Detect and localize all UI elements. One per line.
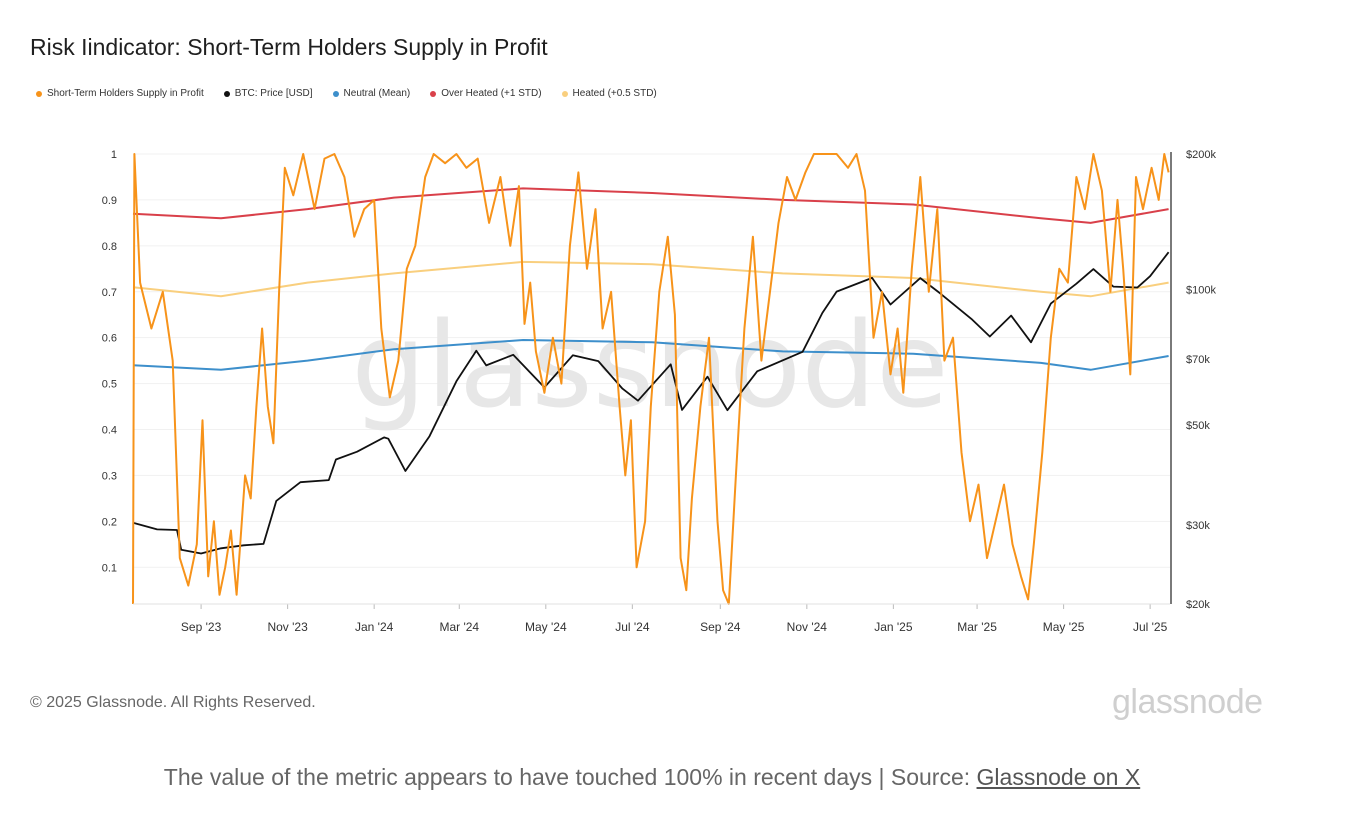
legend-item-neutral-mean[interactable]: Neutral (Mean) [332, 88, 411, 99]
legend-item-heated[interactable]: Heated (+0.5 STD) [561, 88, 657, 99]
y-right-tick-label: $200k [1186, 149, 1216, 161]
legend-label: Short-Term Holders Supply in Profit [47, 88, 204, 99]
source-link[interactable]: Glassnode on X [976, 764, 1141, 790]
y-left-tick-label: 0.3 [102, 470, 117, 482]
x-tick-label: Jan '25 [874, 620, 913, 634]
series-line-neutral-mean [132, 339, 1169, 371]
y-right-tick-label: $30k [1186, 520, 1210, 532]
series-line-btc-price [132, 251, 1170, 555]
series-line-sth-supply-in-profit [132, 153, 1170, 605]
y-left-tick-label: 0.1 [102, 562, 117, 574]
chart-series-layer [132, 153, 1170, 605]
chart-axes: 0.1 0.2 0.3 0.4 0.5 0.6 0.7 0.8 0.9 1 $20k $30k $50k… [102, 149, 1217, 634]
copyright-text: © 2025 Glassnode. All Rights Reserved. [30, 694, 316, 711]
legend-dot-icon [561, 90, 568, 97]
x-tick-label: Jul '25 [1133, 620, 1168, 634]
x-tick-label: May '24 [525, 620, 567, 634]
y-left-tick-label: 1 [111, 149, 117, 161]
caption-text: The value of the metric appears to have … [163, 764, 977, 790]
legend-dot-icon [332, 90, 339, 97]
legend-dot-icon [223, 90, 230, 97]
y-left-tick-label: 0.9 [102, 195, 117, 207]
x-tick-label: Sep '23 [181, 620, 222, 634]
legend-dot-icon [430, 90, 437, 97]
x-tick-label: Mar '24 [439, 620, 479, 634]
series-line-over-heated [132, 187, 1169, 224]
y-left-tick-label: 0.5 [102, 379, 117, 391]
legend-label: Neutral (Mean) [343, 88, 411, 99]
legend-label: BTC: Price [USD] [234, 88, 313, 99]
y-left-tick-label: 0.6 [102, 333, 117, 345]
x-tick-label: Nov '24 [787, 620, 828, 634]
y-left-tick-label: 0.2 [102, 516, 117, 528]
x-tick-label: Nov '23 [267, 620, 308, 634]
glassnode-logo: glassnode [1112, 683, 1263, 721]
chart-title: Risk Iindicator: Short-Term Holders Supp… [30, 34, 548, 60]
x-tick-label: Mar '25 [957, 620, 997, 634]
legend-item-over-heated[interactable]: Over Heated (+1 STD) [430, 88, 542, 99]
chart-grid [133, 153, 1170, 568]
legend-label: Over Heated (+1 STD) [441, 88, 542, 99]
y-left-tick-label: 0.7 [102, 287, 117, 299]
y-right-tick-label: $20k [1186, 599, 1210, 611]
y-left-tick-label: 0.4 [102, 425, 117, 437]
image-caption: The value of the metric appears to have … [0, 764, 1304, 791]
chart-plot: glassnode 0.10.20.30.40.50.60.70.80.91$2… [102, 149, 1217, 634]
y-left-tick-label: 0.8 [102, 241, 117, 253]
x-tick-label: Sep '24 [700, 620, 741, 634]
x-tick-label: Jul '24 [615, 620, 650, 634]
chart-legend: Short-Term Holders Supply in Profit BTC:… [36, 88, 657, 99]
series-line-heated [132, 260, 1169, 298]
y-right-tick-label: $50k [1186, 420, 1210, 432]
legend-item-btc-price[interactable]: BTC: Price [USD] [223, 88, 313, 99]
y-right-tick-label: $70k [1186, 354, 1210, 366]
y-right-tick-label: $100k [1186, 284, 1216, 296]
legend-label: Heated (+0.5 STD) [572, 88, 657, 99]
x-tick-label: May '25 [1043, 620, 1085, 634]
x-tick-label: Jan '24 [355, 620, 394, 634]
legend-dot-icon [36, 90, 42, 97]
legend-item-sth-supply[interactable]: Short-Term Holders Supply in Profit [36, 88, 204, 99]
